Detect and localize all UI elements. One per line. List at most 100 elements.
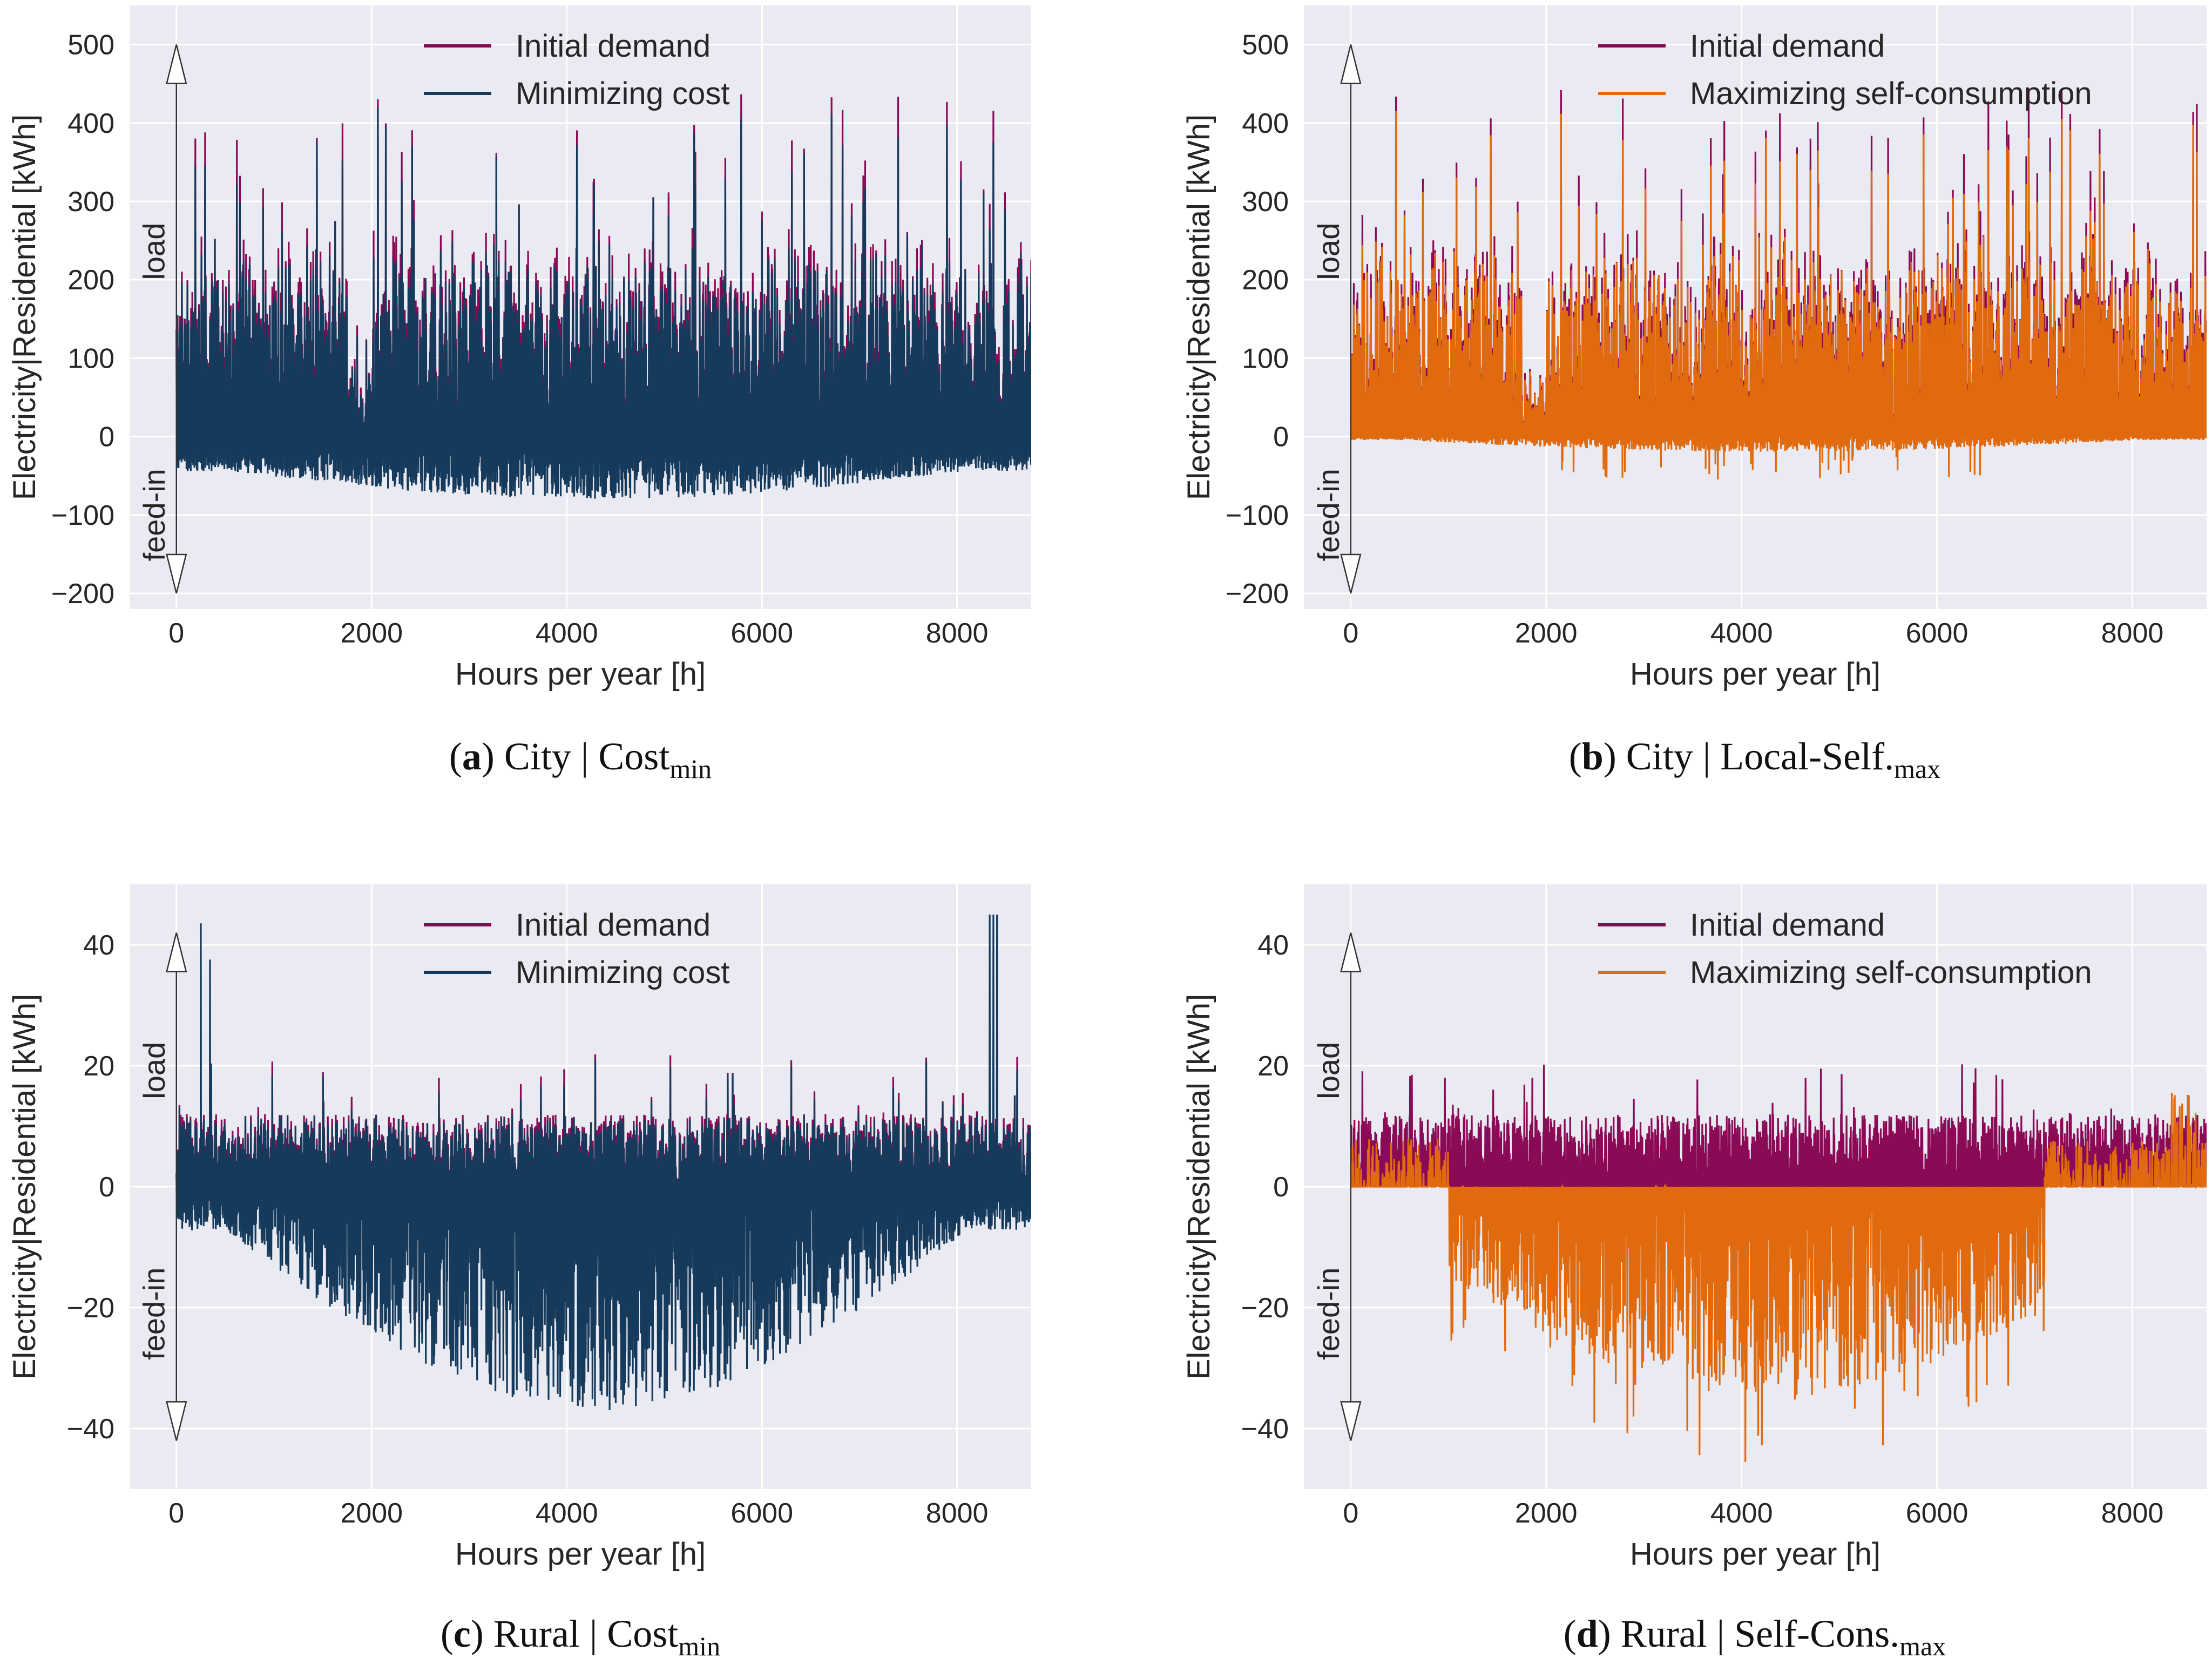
y-tick-label: 0 [1273, 422, 1289, 453]
feedin-annotation: feed-in [1311, 1268, 1345, 1360]
caption-title: City | Cost [504, 735, 670, 778]
y-tick-label: −200 [51, 578, 114, 610]
y-tick-label: −100 [1226, 500, 1289, 531]
y-tick-label: 20 [1257, 1051, 1289, 1082]
x-tick-label: 6000 [1906, 618, 1969, 649]
caption-paren-close: ) [471, 1612, 493, 1655]
caption-subscript: max [1899, 1631, 1946, 1661]
arrow-head-down-icon [1340, 1401, 1362, 1441]
caption-letter: d [1577, 1612, 1598, 1655]
panel-caption: (c) Rural | Costmin [441, 1612, 720, 1661]
caption-paren-open: ( [1569, 735, 1582, 778]
y-tick-label: 300 [1242, 186, 1289, 218]
y-tick-label: 0 [99, 422, 114, 453]
panel-c: 0 2000 4000 6000 8000 −40 −20 0 20 40 load feed-in I… [7, 884, 1031, 1661]
caption-letter: c [454, 1612, 471, 1655]
panel-b: 0 2000 4000 6000 8000 −200 −100 0 100 200 300 400 50… [1181, 5, 2207, 784]
caption-paren-close: ) [482, 735, 504, 778]
y-tick-label: 400 [1242, 108, 1289, 139]
y-tick-label: 0 [99, 1172, 114, 1203]
x-tick-label: 6000 [1906, 1498, 1969, 1529]
y-tick-label: 400 [67, 108, 114, 139]
x-tick-label: 0 [1343, 618, 1358, 649]
legend-label-initial: Initial demand [1690, 29, 1885, 64]
legend-label-initial: Initial demand [516, 29, 711, 64]
x-tick-label: 2000 [1515, 618, 1578, 649]
arrow-head-up-icon [1340, 44, 1362, 84]
y-tick-label: 300 [67, 186, 114, 218]
arrow-head-down-icon [166, 553, 187, 594]
y-axis-label: Electricity|Residential [kWh] [1181, 994, 1216, 1380]
caption-paren-open: ( [441, 1612, 454, 1655]
y-tick-label: −20 [67, 1293, 114, 1324]
caption-letter: a [462, 735, 482, 778]
y-tick-label: 500 [67, 30, 114, 61]
caption-paren-close: ) [1598, 1612, 1621, 1655]
y-tick-label: 100 [67, 343, 114, 374]
feedin-annotation: feed-in [137, 1268, 171, 1360]
y-tick-label: 200 [1242, 265, 1289, 296]
caption-subscript: min [678, 1631, 720, 1661]
x-tick-label: 8000 [2101, 618, 2164, 649]
panel-caption: (d) Rural | Self-Cons.max [1564, 1612, 1946, 1661]
load-annotation: load [1311, 223, 1345, 280]
x-tick-label: 0 [1343, 1498, 1358, 1529]
x-tick-label: 4000 [1710, 1498, 1773, 1529]
series-optimized-line [175, 914, 1031, 1410]
caption-subscript: max [1894, 754, 1940, 784]
panel-caption: (a) City | Costmin [449, 735, 712, 784]
x-tick-label: 6000 [730, 618, 793, 649]
y-axis-label: Electricity|Residential [kWh] [1181, 114, 1216, 500]
x-axis-label: Hours per year [h] [455, 1537, 706, 1572]
caption-title: City | Local-Self. [1626, 735, 1894, 778]
load-annotation: load [137, 1042, 171, 1099]
arrow-head-down-icon [166, 1401, 187, 1441]
series-optimized-line [1350, 1092, 2207, 1462]
y-tick-label: −40 [1241, 1413, 1289, 1445]
x-tick-label: 2000 [340, 618, 403, 649]
x-tick-label: 0 [168, 618, 184, 649]
legend-label-optimized: Maximizing self-consumption [1690, 955, 2092, 990]
feedin-annotation: feed-in [1311, 469, 1345, 561]
x-axis-label: Hours per year [h] [1630, 657, 1880, 692]
load-annotation: load [1311, 1042, 1345, 1099]
x-tick-label: 8000 [2101, 1498, 2164, 1529]
arrow-head-up-icon [166, 932, 187, 972]
x-axis-label: Hours per year [h] [455, 657, 706, 692]
legend-label-optimized: Minimizing cost [516, 76, 729, 111]
caption-title: Rural | Self-Cons. [1621, 1612, 1899, 1655]
legend-label-initial: Initial demand [1690, 908, 1885, 943]
legend-label-optimized: Maximizing self-consumption [1690, 76, 2092, 111]
feedin-annotation: feed-in [137, 469, 171, 561]
y-tick-label: 500 [1242, 30, 1289, 61]
x-axis-label: Hours per year [h] [1630, 1537, 1880, 1572]
legend-label-initial: Initial demand [516, 908, 711, 943]
series-optimized-line [175, 107, 1031, 499]
caption-paren-open: ( [1564, 1612, 1577, 1655]
y-tick-label: −40 [67, 1413, 114, 1445]
y-tick-label: 100 [1242, 343, 1289, 374]
x-tick-label: 6000 [730, 1498, 793, 1529]
panel-a: 0 2000 4000 6000 8000 −200 −100 0 100 200 300 400 50… [7, 5, 1031, 784]
caption-paren-open: ( [449, 735, 462, 778]
y-tick-label: 0 [1273, 1172, 1289, 1203]
arrow-head-up-icon [166, 44, 187, 84]
load-annotation: load [137, 223, 171, 280]
x-tick-label: 4000 [536, 1498, 598, 1529]
x-tick-label: 8000 [926, 618, 989, 649]
x-tick-label: 2000 [340, 1498, 403, 1529]
arrow-head-up-icon [1340, 932, 1362, 972]
y-tick-label: 40 [1257, 930, 1289, 961]
panel-caption: (b) City | Local-Self.max [1569, 735, 1940, 784]
series-initial-demand-line [1350, 1064, 2207, 1187]
y-axis-label: Electricity|Residential [kWh] [7, 114, 42, 500]
y-tick-label: 200 [67, 265, 114, 296]
y-axis-label: Electricity|Residential [kWh] [7, 994, 42, 1380]
caption-letter: b [1582, 735, 1604, 778]
caption-subscript: min [669, 754, 712, 784]
x-tick-label: 4000 [1710, 618, 1773, 649]
y-tick-label: −100 [51, 500, 114, 531]
panel-d: 0 2000 4000 6000 8000 −40 −20 0 20 40 load feed-in I… [1181, 884, 2207, 1661]
y-tick-label: −200 [1226, 578, 1289, 610]
